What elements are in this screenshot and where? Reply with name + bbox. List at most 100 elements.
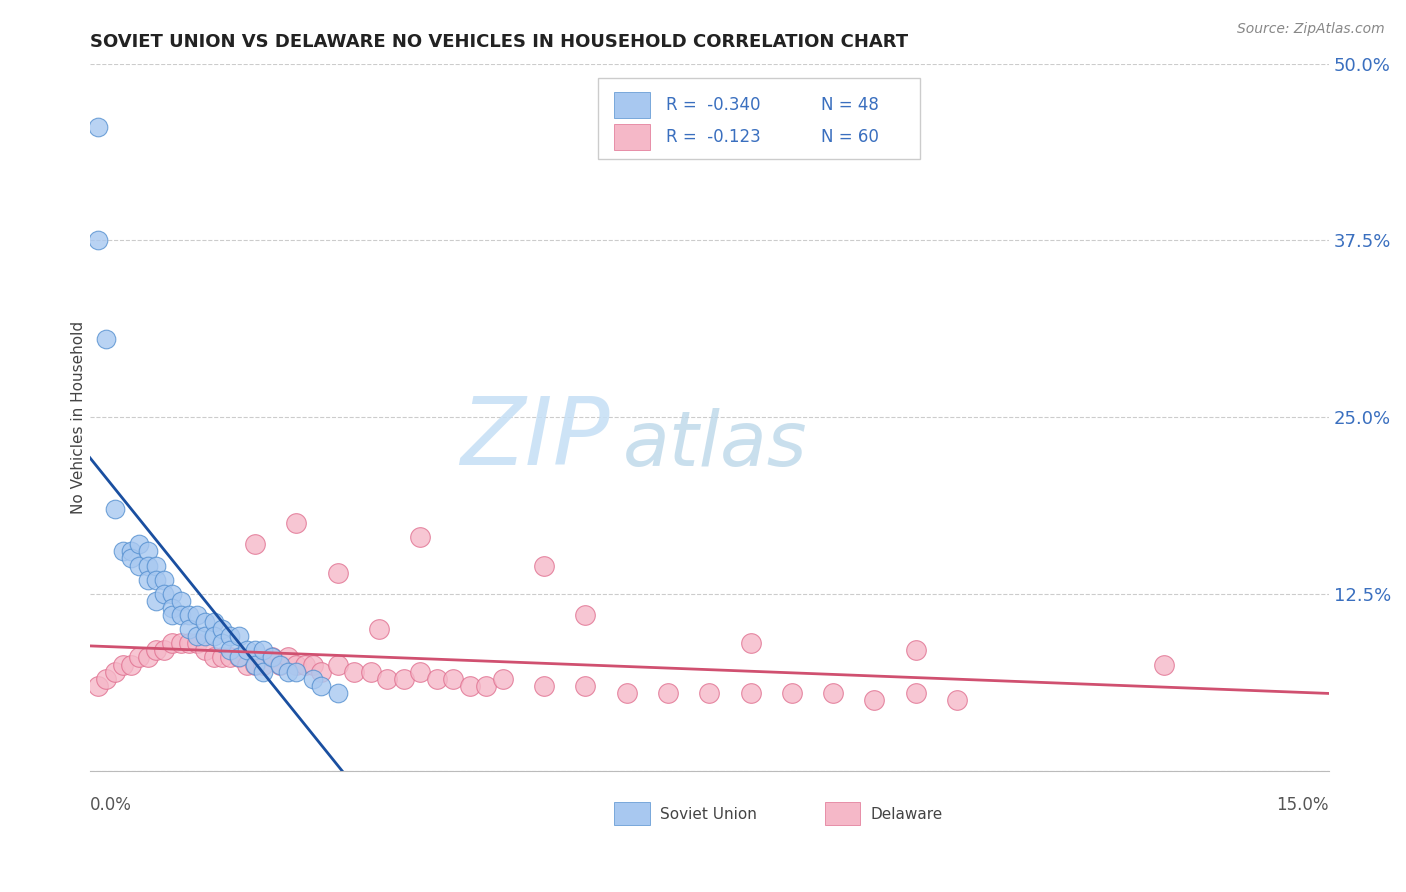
Point	[202, 650, 225, 665]
Point	[177, 636, 200, 650]
Point	[904, 686, 927, 700]
Point	[128, 537, 150, 551]
Point	[104, 665, 127, 679]
Point	[153, 573, 176, 587]
Point	[252, 665, 274, 679]
Point	[186, 629, 208, 643]
Point	[162, 608, 184, 623]
Point	[120, 657, 142, 672]
Point	[426, 672, 449, 686]
Point	[616, 686, 638, 700]
Point	[145, 558, 167, 573]
Text: ZIP: ZIP	[461, 392, 610, 483]
Point	[219, 643, 242, 657]
Point	[243, 657, 266, 672]
Text: 0.0%: 0.0%	[90, 796, 132, 814]
Point	[162, 636, 184, 650]
Point	[202, 615, 225, 629]
Point	[87, 233, 110, 247]
Text: SOVIET UNION VS DELAWARE NO VEHICLES IN HOUSEHOLD CORRELATION CHART: SOVIET UNION VS DELAWARE NO VEHICLES IN …	[90, 33, 908, 51]
Point	[260, 650, 283, 665]
Point	[194, 629, 217, 643]
Point	[740, 636, 762, 650]
Text: Source: ZipAtlas.com: Source: ZipAtlas.com	[1237, 22, 1385, 37]
Point	[533, 679, 555, 693]
Point	[657, 686, 679, 700]
Point	[128, 558, 150, 573]
Point	[136, 544, 159, 558]
Point	[360, 665, 382, 679]
Point	[492, 672, 515, 686]
Point	[475, 679, 498, 693]
Point	[145, 573, 167, 587]
Point	[409, 530, 432, 544]
Point	[458, 679, 481, 693]
Point	[153, 643, 176, 657]
Point	[823, 686, 845, 700]
Point	[177, 608, 200, 623]
Point	[243, 643, 266, 657]
Point	[285, 665, 308, 679]
FancyBboxPatch shape	[614, 93, 650, 118]
Point	[285, 657, 308, 672]
Point	[96, 332, 118, 346]
Point	[277, 665, 299, 679]
Point	[136, 558, 159, 573]
Point	[228, 650, 250, 665]
Point	[202, 629, 225, 643]
Point	[170, 608, 193, 623]
Point	[252, 657, 274, 672]
Point	[392, 672, 415, 686]
Point	[740, 686, 762, 700]
Point	[194, 643, 217, 657]
Text: R =  -0.123: R = -0.123	[666, 128, 761, 146]
Point	[162, 587, 184, 601]
Point	[96, 672, 118, 686]
Point	[104, 502, 127, 516]
Point	[697, 686, 720, 700]
Point	[574, 679, 596, 693]
Point	[294, 657, 316, 672]
Point	[375, 672, 398, 686]
Text: N = 60: N = 60	[821, 128, 879, 146]
Point	[120, 551, 142, 566]
Point	[136, 573, 159, 587]
Point	[87, 120, 110, 135]
FancyBboxPatch shape	[614, 803, 650, 825]
Point	[309, 679, 332, 693]
Point	[211, 636, 233, 650]
Point	[186, 636, 208, 650]
Point	[260, 650, 283, 665]
Point	[170, 594, 193, 608]
Point	[326, 657, 349, 672]
Point	[111, 657, 134, 672]
Point	[368, 622, 391, 636]
Text: 15.0%: 15.0%	[1277, 796, 1329, 814]
Point	[153, 587, 176, 601]
Point	[219, 629, 242, 643]
Point	[269, 657, 291, 672]
Point	[177, 622, 200, 636]
FancyBboxPatch shape	[614, 124, 650, 150]
Point	[243, 537, 266, 551]
Point	[211, 650, 233, 665]
Text: Delaware: Delaware	[870, 807, 942, 822]
Point	[277, 650, 299, 665]
Point	[236, 643, 259, 657]
Point	[236, 657, 259, 672]
Text: N = 48: N = 48	[821, 96, 879, 114]
Point	[243, 657, 266, 672]
Point	[285, 516, 308, 530]
Point	[441, 672, 464, 686]
Point	[326, 686, 349, 700]
Point	[269, 657, 291, 672]
Point	[574, 608, 596, 623]
Point	[343, 665, 366, 679]
Point	[120, 544, 142, 558]
Text: atlas: atlas	[623, 409, 807, 483]
Point	[252, 643, 274, 657]
Point	[533, 558, 555, 573]
Point	[904, 643, 927, 657]
Point	[302, 672, 325, 686]
Point	[211, 622, 233, 636]
